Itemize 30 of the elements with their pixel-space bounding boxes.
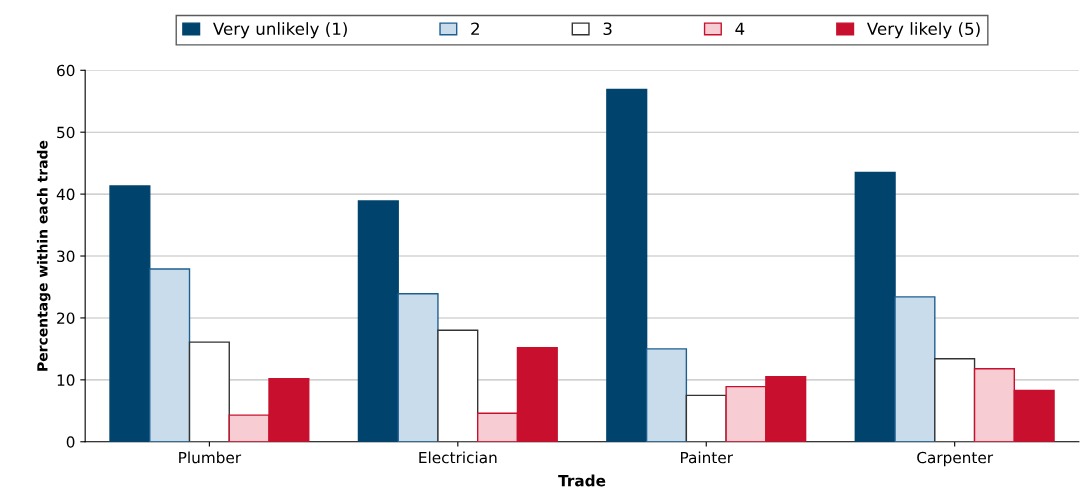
y-axis-title: Percentage within each trade [36,140,51,371]
x-tick-label: Carpenter [917,451,994,467]
y-tick-label: 40 [56,188,75,201]
bar [437,329,479,442]
bar [606,88,648,442]
legend-label: Very likely (5) [866,22,980,39]
x-tick-label: Painter [681,451,733,464]
bar [149,268,191,442]
bar [188,341,230,442]
bar [685,394,727,442]
y-tick-label: 20 [57,312,75,324]
x-axis-title: Trade [558,474,606,487]
bar [934,358,976,442]
y-tick-label: 60 [57,64,75,77]
bar [854,171,896,442]
bar [894,296,936,442]
bar [357,200,399,442]
legend-label: Very unlikely (1) [213,22,347,39]
legend-label: 2 [471,22,479,35]
y-tick-label: 0 [66,436,75,448]
y-tick-label: 50 [57,126,75,139]
bar [109,185,151,442]
x-tick-label: Electrician [419,451,497,464]
legend-label: 4 [735,22,745,35]
x-tick-label: Plumber [179,451,242,464]
legend-label: 3 [603,22,612,36]
y-tick-label: 30 [57,250,75,263]
y-tick-label: 10 [57,374,75,386]
bar [397,293,439,442]
bar [645,348,688,442]
